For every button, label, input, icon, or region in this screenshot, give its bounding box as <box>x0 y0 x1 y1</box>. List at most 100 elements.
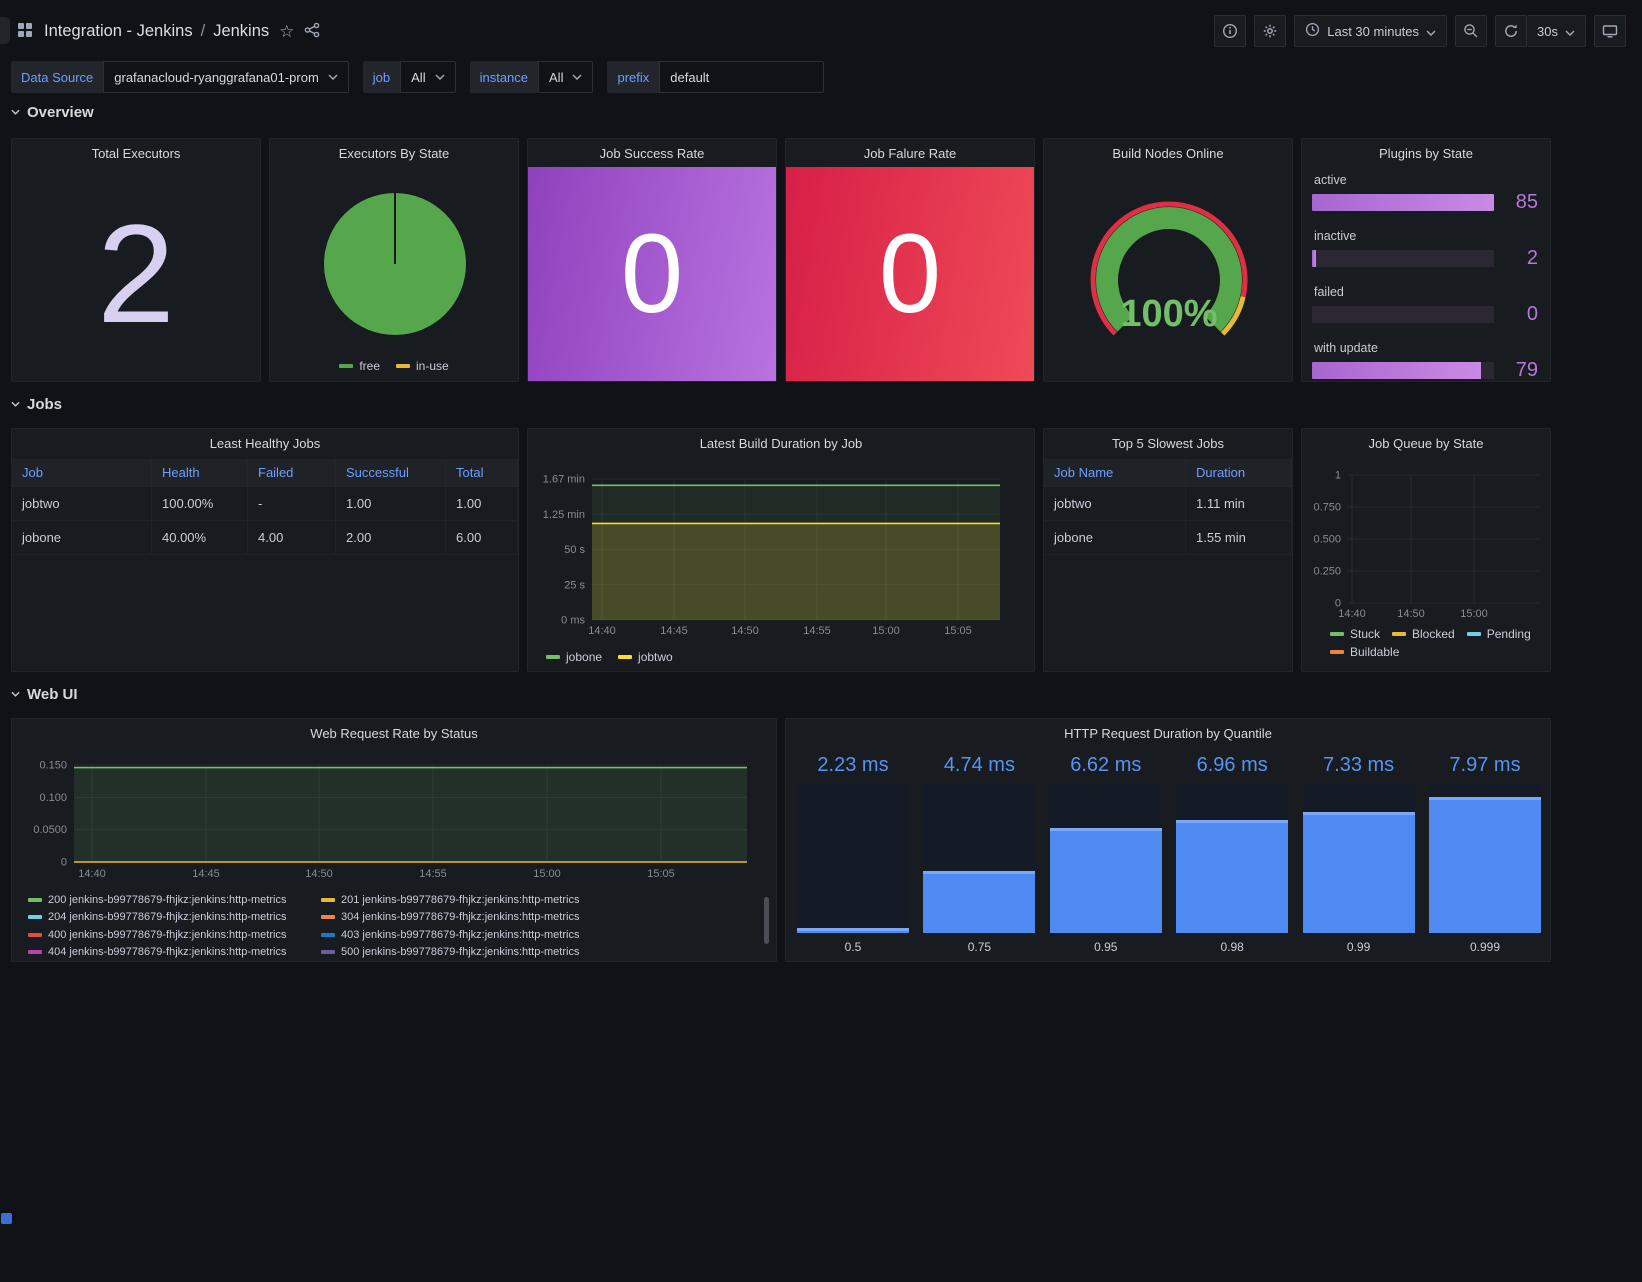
variable-label: instance <box>469 61 539 93</box>
legend-item[interactable]: 403 jenkins-b99778679-fhjkz:jenkins:http… <box>321 929 614 941</box>
column-header[interactable]: Health <box>152 459 248 487</box>
column-header[interactable]: Successful <box>336 459 446 487</box>
legend-item[interactable]: 500 jenkins-b99778679-fhjkz:jenkins:http… <box>321 946 614 958</box>
legend-label: 204 jenkins-b99778679-fhjkz:jenkins:http… <box>48 911 287 924</box>
legend-item[interactable]: 201 jenkins-b99778679-fhjkz:jenkins:http… <box>321 894 614 906</box>
legend-color-chip <box>1330 650 1344 654</box>
bar-track <box>1176 783 1289 933</box>
bar-gauge-line: 85 <box>1312 191 1538 214</box>
bar-category-label: 0.95 <box>1094 940 1118 954</box>
panel-title[interactable]: HTTP Request Duration by Quantile <box>1064 725 1272 741</box>
panel-title[interactable]: Executors By State <box>338 145 450 161</box>
bar-gauge-fill <box>1312 194 1494 211</box>
build-duration-chart: 0 ms 25 s 50 s 1.25 min 1.67 min 14:40 14:45 14… <box>543 474 1000 637</box>
instance-select[interactable]: All <box>538 61 594 93</box>
nav-left: Integration - Jenkins / Jenkins ☆ <box>16 21 320 42</box>
panel-title[interactable]: Web Request Rate by Status <box>310 725 478 741</box>
panel-title[interactable]: Total Executors <box>91 145 181 161</box>
panel-title[interactable]: Job Falure Rate <box>863 145 957 161</box>
panel-title[interactable]: Job Success Rate <box>599 145 705 161</box>
legend-item[interactable]: jobtwo <box>618 650 673 664</box>
svg-text:14:50: 14:50 <box>731 625 759 637</box>
settings-button[interactable] <box>1254 15 1287 47</box>
refresh-interval-button[interactable]: 30s <box>1527 15 1586 47</box>
bar-gauge-fill <box>1312 362 1482 379</box>
prefix-input[interactable] <box>659 61 825 93</box>
legend-item[interactable]: 204 jenkins-b99778679-fhjkz:jenkins:http… <box>28 911 321 923</box>
panel-title[interactable]: Top 5 Slowest Jobs <box>1111 435 1224 451</box>
column-header[interactable]: Total <box>446 459 518 487</box>
tv-mode-button[interactable] <box>1594 15 1626 47</box>
variable-label: Data Source <box>11 61 104 93</box>
column-header[interactable]: Failed <box>248 459 336 487</box>
legend-color-chip <box>28 897 42 902</box>
legend-item[interactable]: 304 jenkins-b99778679-fhjkz:jenkins:http… <box>321 911 614 923</box>
breadcrumb-folder[interactable]: Integration - Jenkins <box>44 21 193 40</box>
job-select[interactable]: All <box>400 61 456 93</box>
table-cell: jobone <box>12 521 152 555</box>
legend-item[interactable]: 400 jenkins-b99778679-fhjkz:jenkins:http… <box>28 929 321 941</box>
star-icon[interactable]: ☆ <box>279 21 295 41</box>
legend-color-chip <box>28 915 42 920</box>
zoom-out-button[interactable] <box>1455 15 1488 47</box>
section-jobs[interactable]: Jobs <box>11 392 62 416</box>
bar-value-label: 7.97 ms <box>1449 754 1521 776</box>
time-range-button[interactable]: Last 30 minutes <box>1294 15 1448 47</box>
legend-color-chip <box>1392 632 1407 636</box>
legend-item[interactable]: Blocked <box>1392 627 1455 641</box>
legend-item[interactable]: Pending <box>1466 627 1531 641</box>
panel-title[interactable]: Least Healthy Jobs <box>209 435 321 451</box>
legend-item[interactable]: jobone <box>546 650 602 664</box>
column-header[interactable]: Duration <box>1186 459 1292 487</box>
stat-background: 0 <box>786 167 1034 381</box>
panel-executors-by-state: Executors By State free in-use <box>269 138 519 382</box>
section-webui[interactable]: Web UI <box>11 682 78 706</box>
variable-label: prefix <box>607 61 660 93</box>
bar-category-label: 0.75 <box>967 940 992 954</box>
refresh-button[interactable] <box>1495 15 1528 47</box>
legend-scrollbar[interactable] <box>764 897 769 944</box>
panel-latest-build-duration: Latest Build Duration by Job 0 ms 25 s 50 … <box>527 428 1035 672</box>
quantile-column: 7.97 ms 0.999 <box>1429 747 1541 961</box>
bar-gauge-label: inactive <box>1314 229 1357 243</box>
svg-text:0.0500: 0.0500 <box>33 824 67 836</box>
least-healthy-jobs-table: Job Health Failed Successful Total jobtwo 100.… <box>12 459 518 555</box>
svg-text:15:00: 15:00 <box>872 625 900 637</box>
table-cell: 40.00% <box>152 521 248 555</box>
dashboard-variables: Data Source grafanacloud-ryanggrafana01-… <box>11 61 825 93</box>
column-header[interactable]: Job <box>12 459 152 487</box>
legend-item[interactable]: free <box>339 359 380 373</box>
apps-grid-icon[interactable] <box>16 21 34 42</box>
bar-fill <box>1176 820 1289 933</box>
section-overview[interactable]: Overview <box>11 100 94 124</box>
share-icon[interactable] <box>304 22 320 41</box>
legend-label: 304 jenkins-b99778679-fhjkz:jenkins:http… <box>341 911 580 924</box>
chart-legend: 200 jenkins-b99778679-fhjkz:jenkins:http… <box>28 891 614 961</box>
chevron-down-icon <box>11 691 20 697</box>
legend-item[interactable]: 200 jenkins-b99778679-fhjkz:jenkins:http… <box>28 894 321 906</box>
bar-gauge-list: active 85 inactive 2 failed 0 with update 79 <box>1312 173 1538 397</box>
panel-title[interactable]: Plugins by State <box>1379 145 1473 161</box>
column-header[interactable]: Job Name <box>1044 459 1186 487</box>
table-cell: - <box>248 487 336 521</box>
legend-item[interactable]: Buildable <box>1330 645 1399 659</box>
info-button[interactable] <box>1214 15 1247 47</box>
bar-track <box>1049 783 1162 933</box>
legend-color-chip <box>321 950 335 955</box>
panel-title[interactable]: Build Nodes Online <box>1112 145 1224 161</box>
legend-item[interactable]: 404 jenkins-b99778679-fhjkz:jenkins:http… <box>28 946 321 958</box>
legend-item[interactable]: in-use <box>396 359 449 373</box>
breadcrumb-dashboard[interactable]: Jenkins <box>213 21 270 40</box>
chevron-down-icon <box>1565 24 1575 39</box>
svg-text:1.25 min: 1.25 min <box>543 509 585 521</box>
datasource-select[interactable]: grafanacloud-ryanggrafana01-prom <box>103 61 349 93</box>
panel-title[interactable]: Latest Build Duration by Job <box>699 435 863 451</box>
legend-item[interactable]: Stuck <box>1330 627 1380 641</box>
bar-gauge-track <box>1312 194 1494 211</box>
bar-track <box>797 783 909 933</box>
bar-gauge-row: with update 79 <box>1312 341 1538 382</box>
side-menu-edge-tab[interactable] <box>0 17 10 44</box>
panel-title[interactable]: Job Queue by State <box>1368 435 1484 451</box>
section-label: Web UI <box>27 685 78 703</box>
